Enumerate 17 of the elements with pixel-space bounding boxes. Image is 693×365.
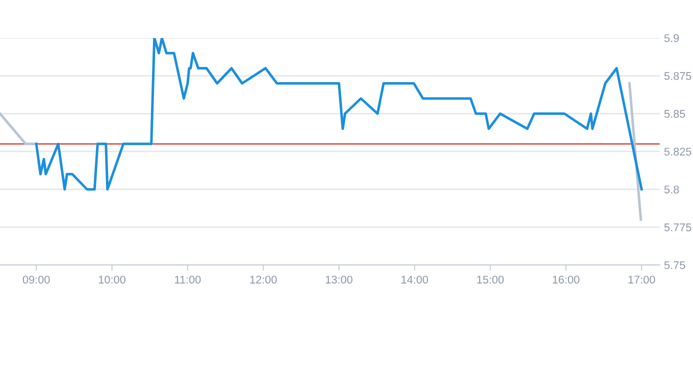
x-tick-label: 13:00 [326,276,352,284]
x-tick-label: 11:00 [174,276,201,284]
y-tick-label: 5.875 [664,72,692,80]
x-tick-label: 15:00 [477,276,504,284]
x-tick-label: 17:00 [628,276,656,284]
y-tick-label: 5.9 [664,34,679,42]
y-tick-label: 5.75 [664,261,686,270]
x-tick-label: 09:00 [22,276,50,284]
x-tick-label: 14:00 [402,276,428,284]
x-tick-label: 12:00 [250,276,277,284]
y-tick-label: 5.825 [664,148,692,156]
x-tick-label: 10:00 [98,276,126,284]
y-tick-label: 5.775 [664,224,692,232]
x-tick-label: 16:00 [552,276,580,284]
line-series [35,38,643,191]
y-tick-label: 5.85 [664,110,686,118]
y-tick-label: 5.8 [664,186,679,194]
